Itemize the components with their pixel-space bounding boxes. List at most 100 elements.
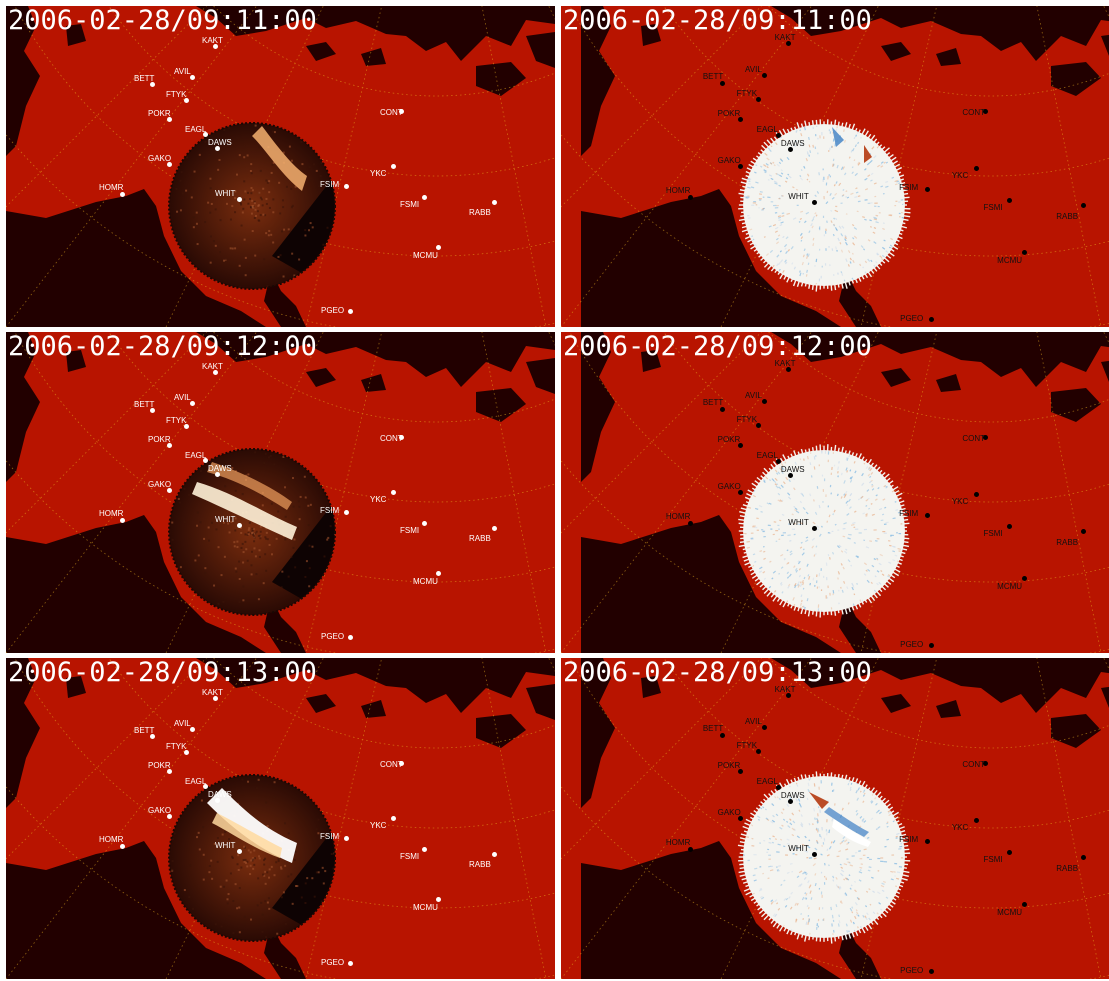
map-panel-r2-right: KAKT BETT AVIL FTYK POKR EAGL DAWS GAKO HOMR WHIT… (561, 332, 1109, 653)
map-canvas (561, 6, 1109, 327)
station-label-rabb: RABB (1056, 863, 1079, 873)
station-label-fsim: FSIM (899, 508, 919, 518)
station-marker (1080, 203, 1086, 209)
station-marker (982, 434, 988, 440)
station-marker (203, 132, 208, 137)
ocean-shapes (581, 332, 1109, 653)
station-label-pokr: POKR (717, 434, 741, 444)
station-marker (190, 727, 195, 732)
station-marker (786, 41, 792, 47)
station-label-avil: AVIL (745, 65, 762, 75)
station-marker (688, 521, 694, 527)
lat-lon-grid (561, 6, 1109, 327)
station-label-kakt: KAKT (774, 358, 796, 368)
station-label-mcmu: MCMU (997, 256, 1023, 266)
station-marker (203, 458, 208, 463)
station-marker (762, 399, 768, 405)
station-label-avil: AVIL (745, 391, 762, 401)
station-label-daws: DAWS (780, 790, 805, 800)
station-label-gako: GAKO (717, 807, 741, 817)
station-marker (762, 725, 768, 731)
station-marker (492, 526, 497, 531)
station-label-eagl: EAGL (756, 777, 778, 787)
imager-edge-texture (737, 771, 911, 944)
station-marker (190, 75, 195, 80)
timestamp-label: 2006-02-28/09:12:00 (8, 332, 317, 362)
station-label-cont: CONT (962, 759, 986, 769)
station-label-daws: DAWS (208, 464, 232, 473)
station-label-rabb: RABB (469, 208, 491, 217)
station-marker (422, 521, 427, 526)
station-marker (786, 693, 792, 699)
station-label-cont: CONT (380, 434, 403, 443)
station-marker (167, 769, 172, 774)
station-label-ykc: YKC (370, 821, 387, 830)
timestamp-label: 2006-02-28/09:11:00 (563, 6, 872, 36)
ocean-shapes (6, 658, 555, 979)
station-label-gako: GAKO (148, 806, 172, 815)
station-marker (120, 518, 125, 523)
station-label-rabb: RABB (469, 534, 491, 543)
map-canvas (6, 332, 555, 653)
station-marker (982, 108, 988, 114)
station-label-whit: WHIT (788, 843, 809, 853)
station-marker (924, 186, 930, 192)
station-label-eagl: EAGL (185, 451, 207, 460)
station-label-bett: BETT (134, 400, 155, 409)
station-marker (167, 162, 172, 167)
station-marker (688, 847, 694, 853)
station-label-avil: AVIL (174, 67, 191, 76)
map-panel-r3-right: KAKT BETT AVIL FTYK POKR EAGL DAWS GAKO HOMR WHIT… (561, 658, 1109, 979)
station-label-fsim: FSIM (899, 182, 919, 192)
station-marker (184, 98, 189, 103)
ocean-shapes (6, 332, 555, 653)
station-label-pokr: POKR (717, 760, 741, 770)
station-marker (215, 146, 220, 151)
station-label-homr: HOMR (665, 511, 691, 521)
station-label-fsmi: FSMI (400, 200, 420, 209)
timestamp-label: 2006-02-28/09:13:00 (8, 658, 317, 688)
station-label-mcmu: MCMU (997, 582, 1023, 592)
station-marker (203, 784, 208, 789)
station-label-fsim: FSIM (899, 834, 919, 844)
station-marker (391, 164, 396, 169)
lat-lon-grid (6, 332, 555, 653)
station-label-ykc: YKC (370, 495, 387, 504)
station-label-fsim: FSIM (320, 506, 340, 515)
station-marker (737, 489, 743, 495)
station-label-ftyk: FTYK (736, 88, 758, 98)
station-label-gako: GAKO (148, 480, 172, 489)
station-marker (737, 163, 743, 169)
station-label-whit: WHIT (788, 517, 809, 527)
station-marker (344, 510, 349, 515)
imager-edge-texture (738, 119, 911, 292)
station-label-pokr: POKR (717, 108, 741, 118)
imager-edge-texture (738, 444, 910, 618)
station-marker (811, 200, 817, 206)
station-marker (737, 769, 743, 775)
station-marker (436, 245, 441, 250)
station-marker (928, 968, 934, 974)
station-label-daws: DAWS (208, 138, 232, 147)
station-label-bett: BETT (702, 398, 724, 408)
map-canvas (561, 332, 1109, 653)
station-marker (737, 117, 743, 123)
station-marker (213, 696, 218, 701)
station-label-rabb: RABB (469, 860, 491, 869)
station-marker (167, 488, 172, 493)
station-marker (974, 166, 980, 171)
station-marker (719, 406, 725, 412)
station-label-pgeo: PGEO (321, 632, 345, 641)
station-label-rabb: RABB (1056, 211, 1079, 221)
station-label-pokr: POKR (148, 109, 171, 118)
station-label-ykc: YKC (951, 497, 969, 507)
station-label-bett: BETT (134, 74, 155, 83)
station-marker (190, 401, 195, 406)
station-label-gako: GAKO (717, 155, 741, 165)
station-label-avil: AVIL (174, 719, 191, 728)
station-label-whit: WHIT (215, 189, 236, 198)
station-marker (719, 732, 725, 738)
station-marker (755, 749, 761, 755)
station-label-homr: HOMR (99, 835, 124, 844)
station-marker (150, 408, 155, 413)
